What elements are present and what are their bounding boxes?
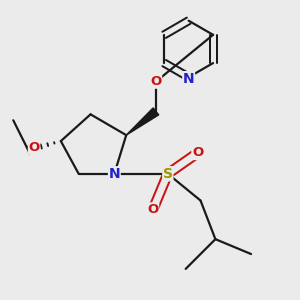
- Text: O: O: [150, 75, 162, 88]
- Text: N: N: [109, 167, 120, 181]
- Text: S: S: [163, 167, 173, 181]
- Text: O: O: [28, 140, 40, 154]
- Polygon shape: [126, 108, 159, 135]
- Text: N: N: [183, 72, 194, 86]
- Text: O: O: [147, 203, 159, 216]
- Text: O: O: [192, 146, 203, 160]
